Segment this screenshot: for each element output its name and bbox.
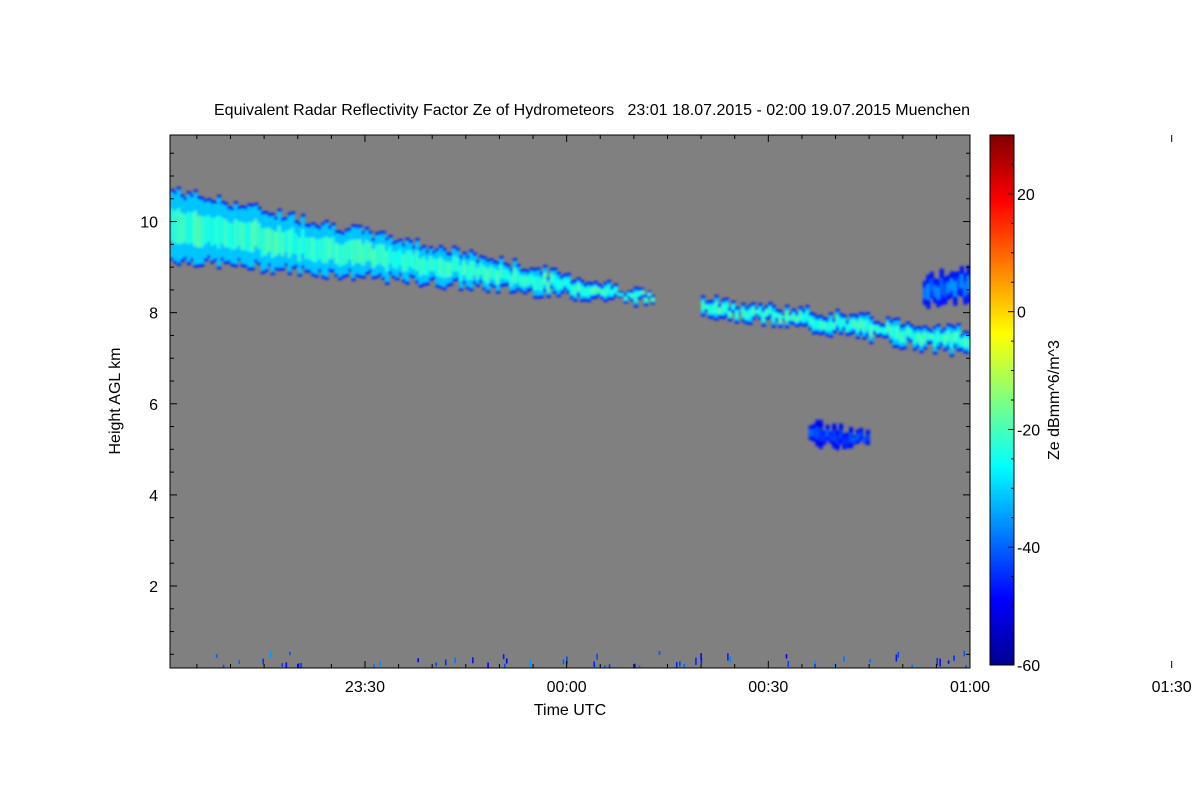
- echo-cell-1: [701, 295, 970, 357]
- clutter-speck: [596, 653, 598, 660]
- clutter-speck: [454, 657, 456, 664]
- clutter-speck: [281, 663, 284, 667]
- clutter-speck: [965, 665, 967, 668]
- x-tick-label: 00:30: [748, 679, 788, 696]
- echo-cell-3: [808, 419, 870, 451]
- clutter-speck: [638, 665, 641, 668]
- y-tick-label: 6: [149, 397, 158, 414]
- clutter-speck: [675, 662, 678, 668]
- y-tick-label: 10: [140, 215, 158, 232]
- clutter-speck: [238, 660, 241, 664]
- clutter-speck: [787, 660, 790, 667]
- clutter-speck: [814, 659, 817, 664]
- colorbar-tick-label: 20: [1017, 187, 1035, 204]
- clutter-speck: [897, 651, 900, 658]
- clutter-speck: [297, 663, 300, 668]
- clutter-speck: [869, 659, 871, 663]
- x-tick-label: 01:30: [1152, 679, 1192, 696]
- y-tick-label: 2: [149, 579, 158, 596]
- clutter-speck: [529, 659, 532, 667]
- clutter-speck: [658, 651, 661, 655]
- echo-cell-6: [1031, 494, 1092, 523]
- y-axis-label: Height AGL km: [107, 347, 124, 454]
- clutter-speck: [604, 665, 606, 668]
- x-tick-label: 00:00: [547, 679, 587, 696]
- colorbar-tick-label: 0: [1017, 305, 1026, 322]
- clutter-speck: [289, 651, 291, 656]
- clutter-speck: [843, 656, 845, 662]
- clutter-speck: [700, 657, 703, 664]
- clutter-speck: [417, 658, 419, 663]
- clutter-speck: [785, 654, 788, 659]
- clutter-speck: [566, 656, 568, 665]
- colorbar-tick-label: -20: [1017, 422, 1040, 439]
- echo-layer: [170, 186, 1092, 523]
- clutter-speck: [222, 664, 225, 668]
- clutter-speck: [373, 664, 375, 668]
- clutter-speck: [683, 664, 686, 668]
- clutter-speck: [262, 658, 265, 665]
- clutter-speck: [963, 650, 966, 657]
- clutter-speck: [503, 663, 506, 668]
- x-tick-label: 01:00: [950, 679, 990, 696]
- clutter-speck: [729, 656, 731, 663]
- ground-clutter-layer: [215, 650, 967, 668]
- clutter-speck: [593, 661, 596, 667]
- clutter-speck: [435, 662, 438, 667]
- x-axis-label: Time UTC: [534, 702, 606, 719]
- clutter-speck: [947, 660, 950, 664]
- clutter-speck: [700, 653, 702, 660]
- y-tick-label: 4: [149, 488, 158, 505]
- clutter-speck: [814, 663, 816, 668]
- clutter-speck: [895, 654, 898, 662]
- clutter-speck: [472, 657, 474, 664]
- plot-frame: [169, 134, 971, 669]
- clutter-speck: [608, 664, 611, 668]
- clutter-speck: [953, 655, 955, 661]
- chart-title: Equivalent Radar Reflectivity Factor Ze …: [214, 102, 970, 119]
- y-tick-label: 8: [149, 306, 158, 323]
- clutter-speck: [634, 663, 636, 668]
- clutter-speck: [215, 654, 218, 658]
- colorbar: [989, 134, 1015, 666]
- clutter-speck: [502, 654, 505, 660]
- clutter-speck: [939, 658, 941, 667]
- clutter-speck: [285, 662, 288, 668]
- clutter-speck: [679, 661, 681, 667]
- echo-cell-0: [170, 186, 655, 308]
- clutter-speck: [695, 657, 697, 666]
- x-tick-label: 23:30: [345, 679, 385, 696]
- clutter-speck: [444, 659, 447, 666]
- clutter-speck: [936, 658, 938, 666]
- y-axis: 2 4 6 8 10: [140, 152, 970, 655]
- clutter-speck: [911, 664, 914, 668]
- clutter-speck: [300, 662, 302, 668]
- clutter-speck: [727, 653, 729, 661]
- clutter-speck: [562, 659, 565, 665]
- colorbar-tick-label: -60: [1017, 658, 1040, 675]
- colorbar-tick-label: -40: [1017, 540, 1040, 557]
- clutter-speck: [505, 658, 508, 664]
- clutter-speck: [269, 651, 272, 658]
- clutter-speck: [379, 661, 381, 666]
- echo-cell-2: [922, 265, 970, 309]
- colorbar-label: Ze dBmm^6/m^3: [1046, 340, 1063, 460]
- colorbar-ticks: -60 -40 -20 0 20: [1008, 134, 1040, 675]
- clutter-speck: [487, 662, 489, 668]
